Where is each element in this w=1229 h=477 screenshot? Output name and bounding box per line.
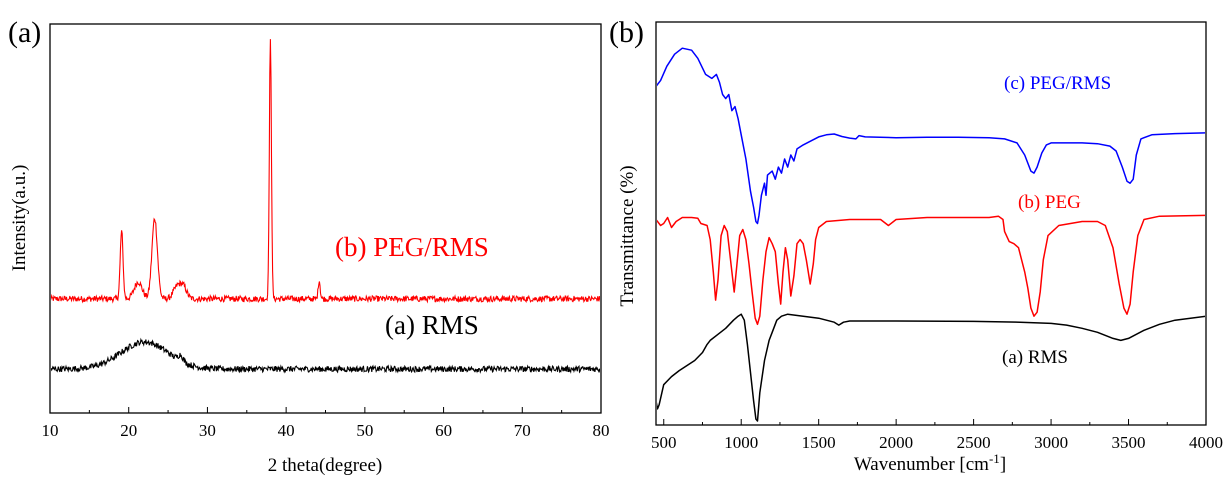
series-line-arms bbox=[657, 313, 1205, 422]
series-label-peg-rms-b: (c) PEG/RMS bbox=[1004, 73, 1111, 94]
x-tick-label: 40 bbox=[278, 421, 295, 440]
plot-frame-b bbox=[655, 21, 1207, 426]
x-axis-label-a: 2 theta(degree) bbox=[268, 455, 382, 476]
x-tick-label: 80 bbox=[593, 421, 610, 440]
x-axis-b: 500 1000 1500 2000 2500 3000 3500 4000 bbox=[651, 419, 1223, 452]
series-label-peg-rms-a: (b) PEG/RMS bbox=[335, 232, 489, 262]
chart-panel-a: (a) 10 20 30 40 50 60 70 80 2 theta(degree) Int… bbox=[8, 16, 610, 476]
series-line-bpeg bbox=[657, 214, 1205, 326]
x-tick-label: 3000 bbox=[1034, 433, 1068, 452]
plot-frame-a bbox=[49, 23, 602, 414]
x-tick-label: 60 bbox=[435, 421, 452, 440]
x-tick-label: 10 bbox=[42, 421, 59, 440]
y-axis-label-b: Transmittance (%) bbox=[617, 165, 638, 306]
x-tick-label: 2500 bbox=[957, 433, 991, 452]
x-tick-label: 20 bbox=[120, 421, 137, 440]
x-tick-label: 3500 bbox=[1112, 433, 1146, 452]
x-tick-label: 2000 bbox=[879, 433, 913, 452]
x-tick-label: 50 bbox=[356, 421, 373, 440]
panel-a-label: (a) bbox=[8, 16, 41, 49]
panel-b-label: (b) bbox=[609, 16, 644, 49]
chart-panel-b: (b) 500 1000 1500 2000 2500 3000 3500 4000 Wave… bbox=[609, 16, 1223, 475]
x-tick-label: 1500 bbox=[802, 433, 836, 452]
series-label-rms-b: (a) RMS bbox=[1002, 347, 1068, 368]
x-axis-a: 10 20 30 40 50 60 70 80 bbox=[42, 407, 610, 440]
x-tick-label: 4000 bbox=[1189, 433, 1223, 452]
y-axis-label-a: Intensity(a.u.) bbox=[9, 165, 30, 272]
x-tick-label: 1000 bbox=[724, 433, 758, 452]
series-label-peg-b: (b) PEG bbox=[1018, 192, 1081, 213]
x-tick-label: 70 bbox=[514, 421, 531, 440]
plot-area-b bbox=[657, 47, 1205, 422]
series-label-rms-a: (a) RMS bbox=[385, 310, 479, 340]
series-line-bpegrms bbox=[51, 39, 600, 304]
x-tick-label: 500 bbox=[651, 433, 677, 452]
series-line-arms bbox=[51, 337, 600, 374]
series-line-cpegrms bbox=[657, 47, 1205, 225]
x-axis-label-b: Wavenumber [cm-1] bbox=[854, 451, 1006, 475]
x-tick-label: 30 bbox=[199, 421, 216, 440]
plot-area-a bbox=[51, 39, 600, 374]
